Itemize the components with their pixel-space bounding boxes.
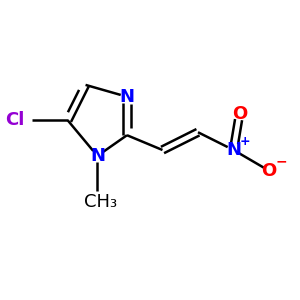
Text: Cl: Cl [5,111,25,129]
Text: −: − [275,155,287,169]
Text: N: N [226,141,241,159]
Text: O: O [232,106,247,124]
Text: O: O [261,162,277,180]
Text: CH₃: CH₃ [84,193,117,211]
Text: +: + [240,135,251,148]
Text: N: N [90,147,105,165]
Text: N: N [119,88,134,106]
